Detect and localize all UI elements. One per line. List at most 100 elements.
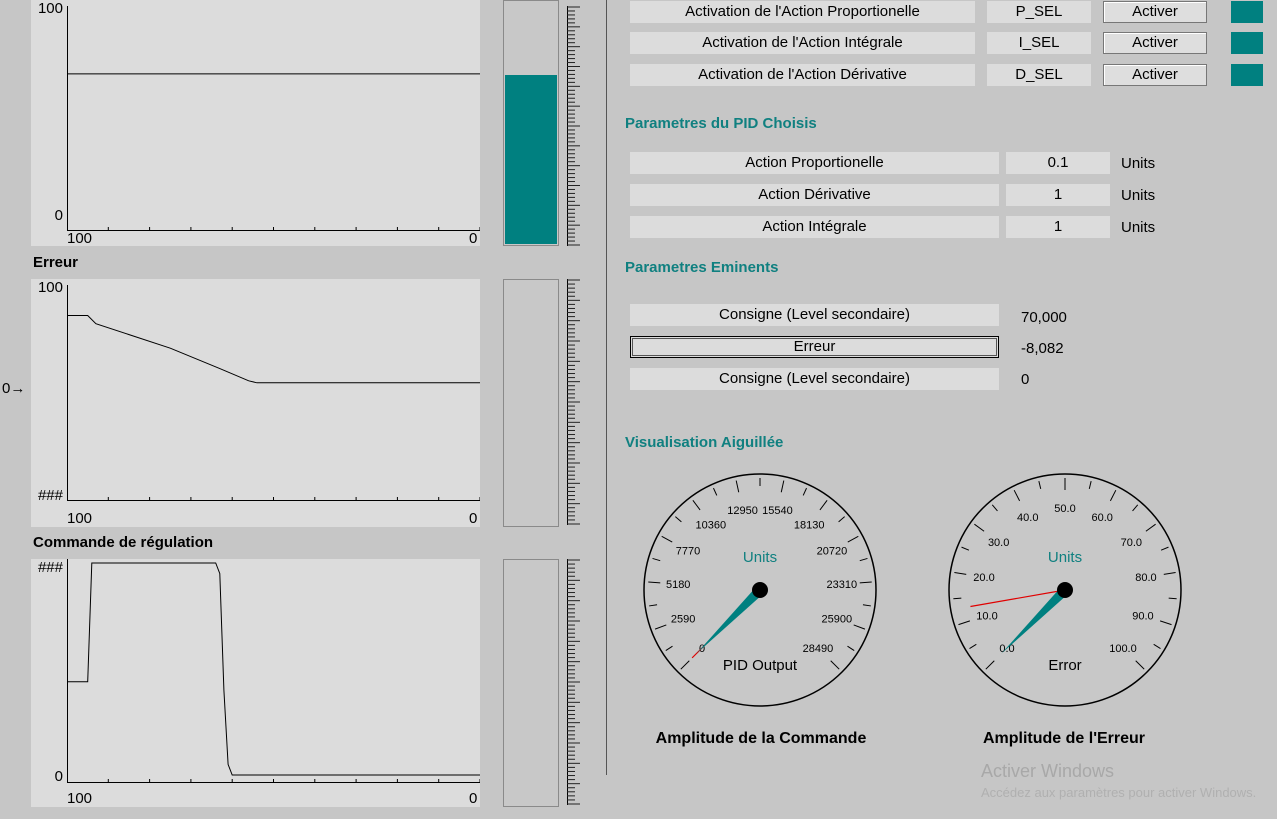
y-min-label: 0 <box>54 768 63 785</box>
gauge-scale-label: 10.0 <box>976 610 997 622</box>
activation-tag-d: D_SEL <box>987 64 1091 86</box>
gauge-scale-label: 50.0 <box>1054 503 1075 515</box>
eminent-value: -8,082 <box>1021 340 1064 357</box>
gauges-heading: Visualisation Aiguillée <box>625 434 784 451</box>
ruler-scale-1 <box>567 6 580 246</box>
gauge-tick <box>1038 480 1042 489</box>
gauge-name-label: Error <box>1048 657 1081 674</box>
gauge-scale-label: 28490 <box>803 643 834 655</box>
level-bar-3 <box>503 559 559 807</box>
gauge-scale-label: 23310 <box>826 579 857 591</box>
gauge-scale-label: 100.0 <box>1109 643 1137 655</box>
eminent-value: 70,000 <box>1021 309 1067 326</box>
gauge-error: 0.0 10.0 20.0 30.0 40.0 50.0 60.0 70.0 80.0 90.0 1… <box>948 473 1182 707</box>
gauge-name-label: PID Output <box>723 657 798 674</box>
gauge-tick <box>675 516 682 523</box>
gauge-tick <box>1135 660 1145 670</box>
windows-activation-subtitle: Accédez aux paramètres pour activer Wind… <box>981 785 1257 800</box>
level-bar-1 <box>503 0 559 246</box>
gauge-scale-label: 0.0 <box>999 643 1014 655</box>
chart-title-erreur: Erreur <box>33 254 79 271</box>
ruler-scale-2 <box>567 279 580 525</box>
x-right-label: 0 <box>469 230 478 247</box>
x-right-label: 0 <box>469 510 478 527</box>
gauge-tick <box>847 645 855 651</box>
gauge-tick <box>847 535 859 543</box>
gauge-unit-label: Units <box>743 549 777 566</box>
gauge-needle <box>1001 586 1069 654</box>
gauge-scale-label: 90.0 <box>1132 610 1153 622</box>
side-marker: 0→ <box>2 380 25 397</box>
gauge-tick <box>665 645 673 651</box>
gauge-scale-label: 0 <box>699 643 705 655</box>
x-left-label: 100 <box>67 510 93 527</box>
pid-param-label: Action Dérivative <box>630 184 999 206</box>
gauge-tick <box>862 604 871 607</box>
gauge-setpoint-pointer <box>970 589 1066 608</box>
gauge-tick <box>961 546 970 551</box>
gauge-tick <box>838 516 845 523</box>
gauge-scale-label: 5180 <box>666 579 690 591</box>
activate-i-button[interactable]: Activer <box>1103 32 1207 54</box>
gauge-tick <box>859 581 872 584</box>
gauge-unit-label: Units <box>1048 549 1082 566</box>
gauge-caption-commande: Amplitude de la Commande <box>655 730 867 747</box>
activation-tag-i: I_SEL <box>987 32 1091 54</box>
gauge-hub <box>1057 582 1073 598</box>
gauge-scale-label: 70.0 <box>1121 537 1142 549</box>
trend-chart-3: ### 0 100 0 <box>31 559 480 807</box>
gauge-scale-label: 2590 <box>671 614 695 626</box>
pid-param-label: Action Intégrale <box>630 216 999 238</box>
status-indicator-i <box>1231 32 1263 54</box>
gauge-scale-label: 12950 <box>727 505 758 517</box>
status-indicator-d <box>1231 64 1263 86</box>
pid-param-unit: Units <box>1121 187 1156 204</box>
gauge-tick <box>1168 597 1177 600</box>
gauge-tick <box>1013 489 1021 502</box>
gauge-hub <box>752 582 768 598</box>
gauge-scale-label: 40.0 <box>1017 512 1038 524</box>
gauge-tick <box>953 597 962 600</box>
x-left-label: 100 <box>67 790 93 807</box>
activation-label-p: Activation de l'Action Proportionelle <box>630 1 975 23</box>
gauge-scale-label: 10360 <box>696 519 727 531</box>
activate-d-button[interactable]: Activer <box>1103 64 1207 86</box>
pid-param-unit: Units <box>1121 155 1156 172</box>
gauge-tick <box>969 643 977 649</box>
gauge-tick <box>1145 523 1156 532</box>
level-bar-fill <box>505 75 557 244</box>
y-max-label: 100 <box>37 0 63 17</box>
gauge-tick <box>1160 546 1169 551</box>
trend-chart-1: 100 0 100 0 <box>31 0 480 247</box>
eminent-label: Consigne (Level secondaire) <box>630 368 999 390</box>
gauge-tick <box>649 604 658 607</box>
gauge-tick <box>1088 480 1092 489</box>
gauge-tick <box>1163 571 1176 575</box>
gauge-tick <box>1109 489 1117 502</box>
gauge-needle <box>696 586 764 654</box>
activation-tag-p: P_SEL <box>987 1 1091 23</box>
pid-params-heading: Parametres du PID Choisis <box>625 115 817 132</box>
activate-p-button[interactable]: Activer <box>1103 1 1207 23</box>
arrow-right-icon: → <box>10 380 26 397</box>
trend-chart-2: 100 ### 100 0 <box>31 279 480 527</box>
gauge-tick <box>1132 504 1139 512</box>
gauge-tick <box>735 480 740 493</box>
eminents-heading: Parametres Eminents <box>625 259 779 276</box>
pid-param-unit: Units <box>1121 219 1156 236</box>
gauge-scale-label: 20.0 <box>973 572 994 584</box>
gauge-tick <box>802 487 807 496</box>
pid-param-label: Action Proportionelle <box>630 152 999 174</box>
eminent-label-erreur[interactable]: Erreur <box>630 336 999 358</box>
gauge-scale-label: 20720 <box>817 546 848 558</box>
y-max-label: ### <box>37 559 63 576</box>
trend-plot <box>67 559 480 783</box>
gauge-tick <box>652 557 661 562</box>
y-min-label: ### <box>37 487 63 504</box>
y-max-label: 100 <box>37 279 63 296</box>
y-min-label: 0 <box>54 207 63 224</box>
gauge-tick <box>692 500 701 511</box>
eminent-value: 0 <box>1021 371 1030 388</box>
gauge-tick <box>680 660 690 670</box>
